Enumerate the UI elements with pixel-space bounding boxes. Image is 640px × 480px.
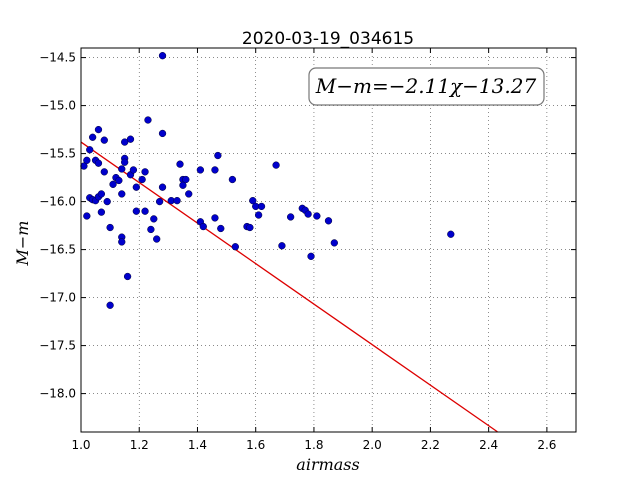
y-tick-label: −15.5 <box>39 147 76 161</box>
data-point <box>147 225 155 234</box>
y-tick-label: −17.5 <box>39 339 76 353</box>
data-point <box>199 222 207 231</box>
data-point <box>286 213 295 221</box>
x-tick-label: 1.0 <box>71 438 90 452</box>
data-point <box>103 197 111 206</box>
data-point <box>214 151 222 160</box>
data-point <box>100 136 108 144</box>
x-tick-label: 2.2 <box>421 438 440 452</box>
data-point <box>158 183 167 191</box>
data-point <box>150 215 158 223</box>
data-point <box>97 208 106 216</box>
data-point <box>217 224 225 233</box>
data-point <box>86 146 94 154</box>
data-point <box>118 238 126 246</box>
data-point <box>88 133 97 141</box>
data-point <box>94 159 103 167</box>
data-point <box>132 183 140 191</box>
x-tick-label: 1.8 <box>304 438 323 452</box>
data-point <box>246 223 254 232</box>
data-point <box>129 166 138 174</box>
data-point <box>118 165 126 173</box>
data-point <box>94 125 103 134</box>
y-tick-label: −16.5 <box>39 243 76 257</box>
data-point <box>106 301 114 309</box>
data-point <box>278 242 286 250</box>
x-tick-label: 1.6 <box>246 438 265 452</box>
x-tick-label: 2.4 <box>479 438 498 452</box>
x-tick-label: 2.6 <box>537 438 556 452</box>
data-point <box>141 168 149 176</box>
data-point <box>121 138 129 146</box>
plot-frame <box>80 47 577 433</box>
data-point <box>330 239 338 247</box>
data-point <box>158 129 167 138</box>
data-point <box>115 176 123 185</box>
data-point <box>231 243 239 251</box>
x-axis-label: airmass <box>296 455 359 474</box>
data-point <box>83 212 91 220</box>
data-point <box>176 160 184 168</box>
data-point <box>196 166 205 174</box>
data-point <box>249 196 257 205</box>
y-tick-label: −17.0 <box>39 291 76 305</box>
data-point <box>211 166 219 174</box>
data-point <box>447 230 455 238</box>
data-point <box>228 175 237 184</box>
y-tick-label: −14.5 <box>39 51 76 65</box>
fit-equation-frame <box>308 67 545 106</box>
data-point <box>324 217 333 225</box>
y-tick-label: −16.0 <box>39 195 76 209</box>
data-point <box>138 175 146 184</box>
x-tick-label: 1.2 <box>130 438 149 452</box>
data-point <box>313 212 321 220</box>
data-point <box>141 207 149 215</box>
data-point <box>179 181 187 189</box>
data-point <box>155 197 164 206</box>
data-point <box>144 116 152 124</box>
data-point <box>173 196 181 205</box>
data-point <box>304 210 312 218</box>
data-point <box>126 135 135 143</box>
data-point <box>118 190 126 198</box>
fit-equation: M−m=−2.11χ−13.27 <box>315 74 537 98</box>
data-point <box>109 180 117 188</box>
data-point <box>83 156 91 164</box>
y-tick-label: −18.0 <box>39 387 76 401</box>
data-point <box>185 190 193 198</box>
y-tick-label: −15.0 <box>39 99 76 113</box>
data-points <box>80 52 455 309</box>
data-point <box>97 190 106 198</box>
data-point <box>132 207 140 215</box>
data-point <box>100 168 108 176</box>
fit-line <box>80 141 498 433</box>
y-axis-label: M−m <box>13 221 32 267</box>
data-point <box>123 272 132 281</box>
data-point <box>121 158 129 166</box>
data-point <box>158 52 167 60</box>
data-point <box>257 202 266 211</box>
x-tick-label: 2.0 <box>363 438 382 452</box>
data-point <box>254 211 263 219</box>
axis-ticks: 1.0 1.2 1.4 1.6 1.8 2.0 2.2 2.4 2.6 −14.5 −15.0 −15… <box>39 48 576 452</box>
x-tick-label: 1.4 <box>188 438 207 452</box>
data-point <box>153 235 161 243</box>
fit-equation-box: M−m=−2.11χ−13.27 <box>308 67 545 106</box>
data-point <box>272 161 280 169</box>
data-point <box>211 214 219 222</box>
grid-lines <box>80 48 576 432</box>
data-point <box>182 175 190 184</box>
chart-title: 2020-03-19_034615 <box>242 29 414 49</box>
data-point <box>307 252 315 260</box>
data-point <box>106 223 114 232</box>
